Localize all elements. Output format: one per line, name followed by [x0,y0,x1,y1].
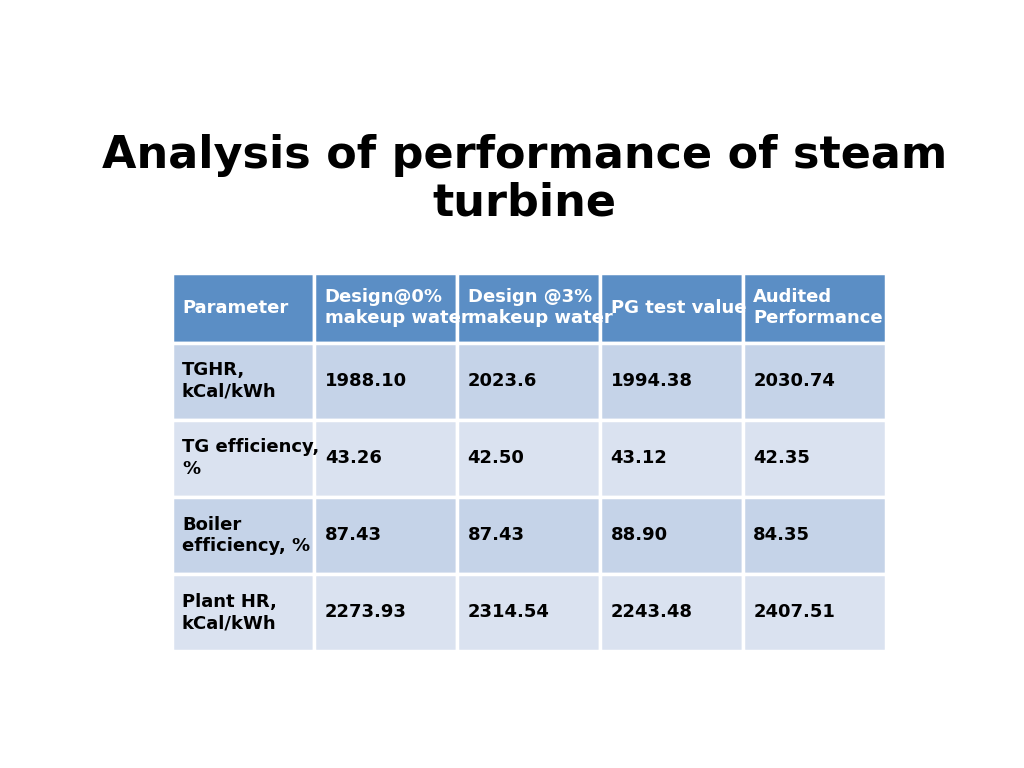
Bar [314,343,458,419]
Text: 2030.74: 2030.74 [754,372,836,390]
Bar [172,497,314,574]
Bar [743,273,886,343]
Text: 2407.51: 2407.51 [754,604,836,621]
Text: 43.12: 43.12 [610,449,668,467]
Bar [314,419,458,497]
Text: Parameter: Parameter [182,299,288,316]
Bar [314,273,458,343]
Text: 88.90: 88.90 [610,526,668,545]
Text: 42.35: 42.35 [754,449,810,467]
Text: 84.35: 84.35 [754,526,810,545]
Bar [600,343,743,419]
Text: Design@0%
makeup water: Design@0% makeup water [325,288,470,327]
Text: Analysis of performance of steam
turbine: Analysis of performance of steam turbine [102,134,947,225]
Text: 2314.54: 2314.54 [468,604,550,621]
Bar [600,497,743,574]
Text: 87.43: 87.43 [468,526,524,545]
Bar [743,497,886,574]
Bar [600,574,743,651]
Text: 2023.6: 2023.6 [468,372,537,390]
Text: Audited
Performance: Audited Performance [754,288,883,327]
Bar [458,273,600,343]
Bar [743,343,886,419]
Bar [172,574,314,651]
Bar [172,273,314,343]
Text: 2273.93: 2273.93 [325,604,407,621]
Text: 42.50: 42.50 [468,449,524,467]
Text: Boiler
efficiency, %: Boiler efficiency, % [182,515,310,555]
Text: TG efficiency,
%: TG efficiency, % [182,439,319,478]
Bar [458,419,600,497]
Bar [458,343,600,419]
Bar [743,419,886,497]
Bar [743,574,886,651]
Bar [314,497,458,574]
Text: 43.26: 43.26 [325,449,382,467]
Bar [172,419,314,497]
Bar [314,574,458,651]
Bar [458,574,600,651]
Bar [600,419,743,497]
Text: Plant HR,
kCal/kWh: Plant HR, kCal/kWh [182,593,276,632]
Bar [458,497,600,574]
Bar [172,343,314,419]
Text: 2243.48: 2243.48 [610,604,692,621]
Text: 1988.10: 1988.10 [325,372,407,390]
Text: Design @3%
makeup water: Design @3% makeup water [468,288,612,327]
Text: 87.43: 87.43 [325,526,382,545]
Text: 1994.38: 1994.38 [610,372,692,390]
Text: PG test value: PG test value [610,299,746,316]
Bar [600,273,743,343]
Text: TGHR,
kCal/kWh: TGHR, kCal/kWh [182,362,276,401]
